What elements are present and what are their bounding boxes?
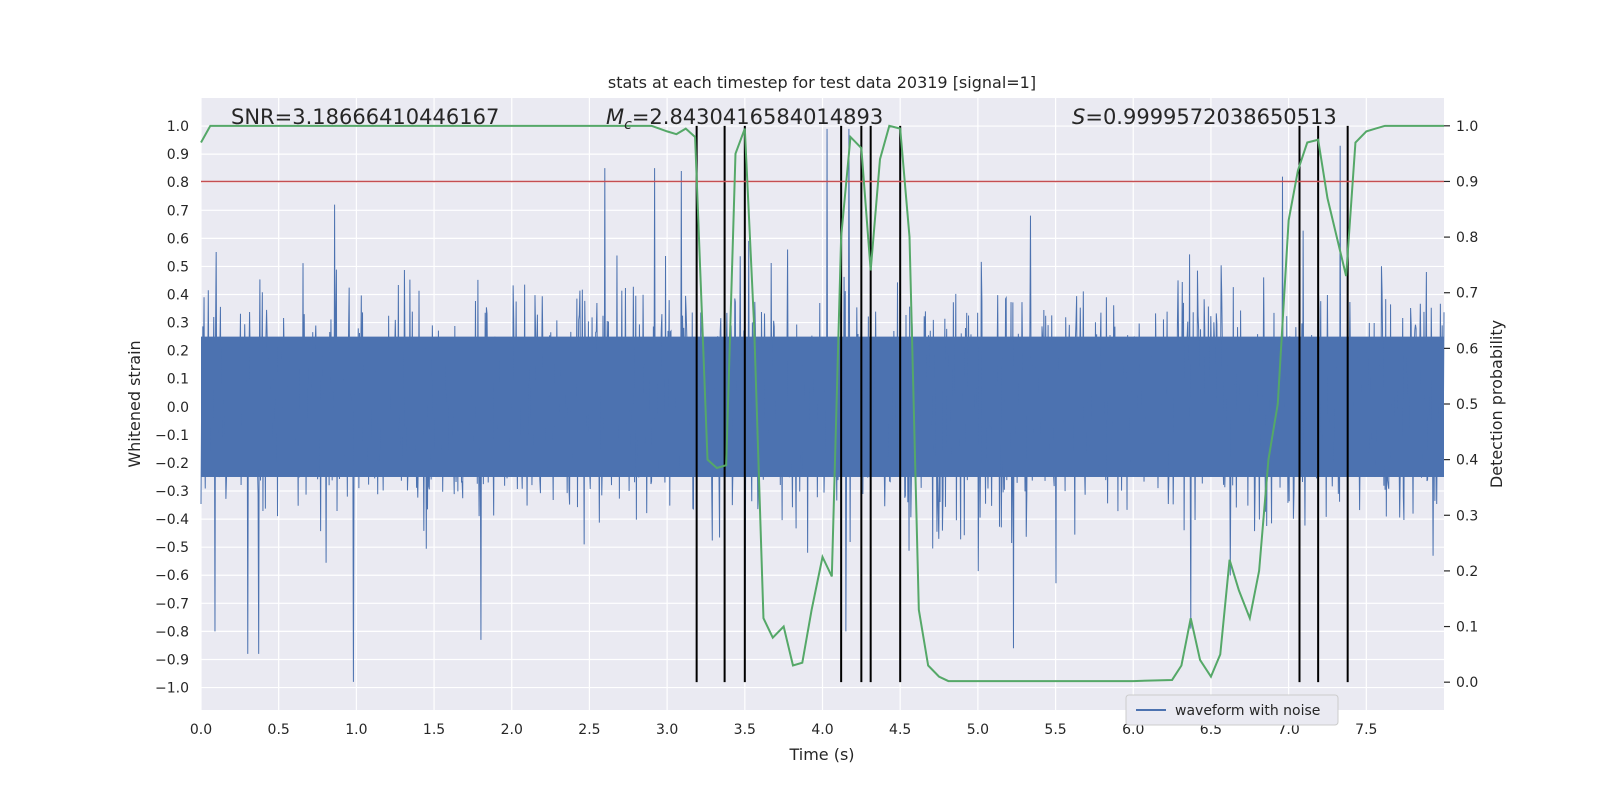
y-tick-label: 0.1 [167, 372, 189, 388]
x-tick-label: 6.0 [1122, 722, 1144, 738]
x-tick-label: 2.5 [578, 722, 600, 738]
chirp-mass-annotation: Mc=2.8430416584014893 [606, 105, 883, 133]
y-tick-label: 0.3 [167, 316, 189, 332]
probability-series [200, 124, 1444, 683]
y-tick-label: −0.1 [155, 428, 189, 444]
y-tick-label: 0.0 [167, 400, 189, 416]
y-tick-label: −0.6 [155, 568, 189, 584]
y-tick-label: 0.2 [167, 344, 189, 360]
legend-box [1125, 694, 1339, 726]
y2-axis-label: Detection probability [1487, 320, 1506, 488]
x-tick-label: 1.0 [345, 722, 367, 738]
legend: waveform with noise [1125, 694, 1339, 726]
mc-value: =2.8430416584014893 [632, 105, 883, 129]
y-axis-ticks: −1.0 −0.9 −0.8 −0.7 −0.6 −0.5 −0.4 −0.3 −0.2 −0.1… [155, 119, 189, 696]
mc-subscript: c [624, 117, 632, 133]
y-tick-label: 0.9 [167, 147, 189, 163]
y-tick-label: 0.4 [167, 288, 189, 304]
x-tick-label: 5.0 [967, 722, 989, 738]
y-tick-label: −0.3 [155, 484, 189, 500]
y2-tick-label: 0.2 [1456, 564, 1478, 580]
x-tick-label: 3.5 [734, 722, 756, 738]
y-tick-label: −0.9 [155, 652, 189, 668]
y-axis-label: Whitened strain [125, 340, 144, 467]
x-tick-label: 4.5 [889, 722, 911, 738]
y-tick-label: −0.4 [155, 512, 189, 528]
y-tick-label: −1.0 [155, 681, 189, 697]
y-tick-label: 0.6 [167, 231, 189, 247]
x-tick-label: 6.5 [1200, 722, 1222, 738]
probability-line [200, 124, 1444, 683]
y-tick-label: −0.5 [155, 540, 189, 556]
s-symbol: S [1072, 105, 1085, 129]
significance-annotation: S=0.9999572038650513 [1072, 105, 1337, 129]
y-tick-label: 0.8 [167, 175, 189, 191]
waveform-line [200, 128, 1445, 682]
y-tick-label: −0.7 [155, 596, 189, 612]
x-axis-ticks: 0.0 0.5 1.0 1.5 2.0 2.5 3.0 3.5 4.0 4.5 5.0 5.5 6.0 6… [190, 722, 1378, 738]
mc-symbol: M [606, 105, 624, 129]
y2-tick-label: 0.5 [1456, 397, 1478, 413]
waveform-series [200, 128, 1445, 682]
y2-tick-label: 0.1 [1456, 620, 1478, 636]
x-tick-label: 1.5 [423, 722, 445, 738]
x-tick-label: 0.5 [268, 722, 290, 738]
x-tick-label: 7.5 [1355, 722, 1377, 738]
y-tick-label: −0.8 [155, 624, 189, 640]
s-value: =0.9999572038650513 [1085, 105, 1336, 129]
x-tick-label: 5.5 [1044, 722, 1066, 738]
y2-tick-label: 0.9 [1456, 174, 1478, 190]
x-axis-label: Time (s) [788, 745, 854, 764]
x-tick-label: 4.0 [811, 722, 833, 738]
y2-tick-label: 0.6 [1456, 341, 1478, 357]
y-tick-label: −0.2 [155, 456, 189, 472]
x-tick-label: 0.0 [190, 722, 212, 738]
y-tick-label: 1.0 [167, 119, 189, 135]
legend-label: waveform with noise [1175, 703, 1320, 719]
y2-tick-label: 1.0 [1456, 119, 1478, 135]
y2-tick-label: 0.4 [1456, 453, 1478, 469]
y2-tick-label: 0.3 [1456, 508, 1478, 524]
y2-tick-label: 0.7 [1456, 286, 1478, 302]
x-tick-label: 7.0 [1277, 722, 1299, 738]
x-tick-label: 3.0 [656, 722, 678, 738]
y2-tick-label: 0.0 [1456, 675, 1478, 691]
y2-tick-label: 0.8 [1456, 230, 1478, 246]
chart-title: stats at each timestep for test data 203… [608, 73, 1036, 92]
y2-axis-ticks: 0.0 0.1 0.2 0.3 0.4 0.5 0.6 0.7 0.8 0.9 1.0 [1444, 119, 1478, 691]
y-tick-label: 0.7 [167, 203, 189, 219]
x-tick-label: 2.0 [501, 722, 523, 738]
y-tick-label: 0.5 [167, 259, 189, 275]
vertical-lines [695, 125, 1349, 683]
snr-annotation: SNR=3.18666410446167 [231, 105, 499, 129]
